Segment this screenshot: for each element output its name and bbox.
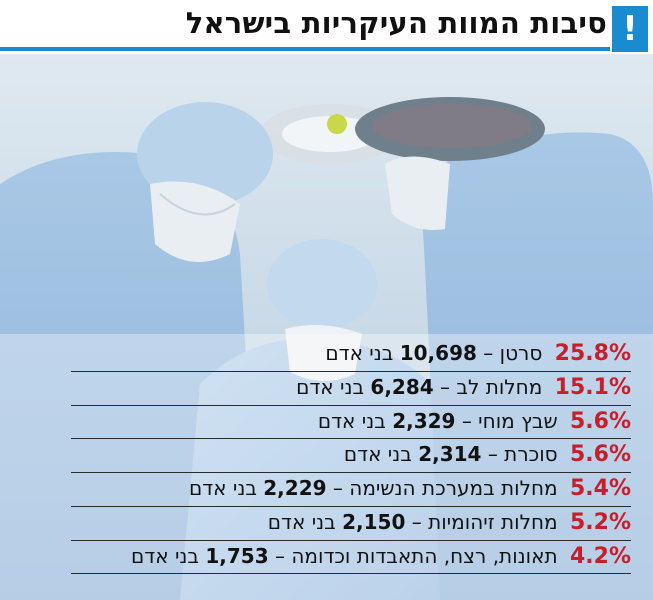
row-divider bbox=[71, 573, 631, 574]
unit-label: בני אדם bbox=[317, 409, 386, 433]
row-divider bbox=[71, 472, 631, 473]
percent-value: 25.8% bbox=[554, 341, 631, 366]
header-rule bbox=[0, 47, 610, 51]
cause-label: תאונות, רצח, התאבדות וכדומה – bbox=[274, 544, 558, 568]
count-value: 1,753 bbox=[205, 544, 269, 568]
count-value: 2,229 bbox=[263, 476, 327, 500]
table-row: 25.8% סרטן – 10,698 בני אדם bbox=[71, 337, 631, 370]
percent-value: 5.2% bbox=[569, 510, 631, 535]
cause-label: סרטן – bbox=[483, 341, 543, 365]
count-value: 6,284 bbox=[370, 375, 434, 399]
stats-table: 25.8% סרטן – 10,698 בני אדם 15.1% מחלות … bbox=[0, 337, 653, 600]
unit-label: בני אדם bbox=[296, 375, 365, 399]
cause-label: מחלות לב – bbox=[440, 375, 543, 399]
percent-value: 15.1% bbox=[554, 375, 631, 400]
header-bar: סיבות המוות העיקריות בישראל bbox=[0, 0, 653, 52]
cause-label: שבץ מוחי – bbox=[461, 409, 558, 433]
count-value: 2,314 bbox=[418, 442, 482, 466]
percent-value: 5.6% bbox=[569, 442, 631, 467]
unit-label: בני אדם bbox=[188, 476, 257, 500]
unit-label: בני אדם bbox=[131, 544, 199, 568]
table-row: 5.6% שבץ מוחי – 2,329 בני אדם bbox=[71, 405, 631, 438]
surgeons-photo bbox=[0, 54, 653, 600]
row-divider bbox=[71, 371, 631, 372]
count-value: 10,698 bbox=[399, 341, 477, 365]
row-divider bbox=[71, 438, 631, 439]
table-row: 5.4% מחלות במערכת הנשימה – 2,229 בני אדם bbox=[71, 472, 631, 505]
chart-title: סיבות המוות העיקריות בישראל bbox=[185, 6, 607, 40]
table-row: 5.6% סוכרת – 2,314 בני אדם bbox=[71, 438, 631, 471]
percent-value: 5.4% bbox=[569, 476, 631, 501]
unit-label: בני אדם bbox=[325, 341, 394, 365]
unit-label: בני אדם bbox=[343, 442, 412, 466]
row-divider bbox=[71, 506, 631, 507]
unit-label: בני אדם bbox=[267, 510, 336, 534]
cause-label: סוכרת – bbox=[487, 442, 558, 466]
alert-badge: ! bbox=[612, 6, 648, 52]
surgeons-illustration bbox=[0, 97, 653, 600]
row-divider bbox=[71, 405, 631, 406]
percent-value: 4.2% bbox=[569, 544, 631, 569]
table-row: 15.1% מחלות לב – 6,284 בני אדם bbox=[71, 371, 631, 404]
exclamation-icon: ! bbox=[622, 9, 638, 49]
cause-label: מחלות זיהומיות – bbox=[411, 510, 558, 534]
table-row: 5.2% מחלות זיהומיות – 2,150 בני אדם bbox=[71, 506, 631, 539]
count-value: 2,150 bbox=[342, 510, 406, 534]
row-divider bbox=[71, 540, 631, 541]
count-value: 2,329 bbox=[392, 409, 456, 433]
cause-label: מחלות במערכת הנשימה – bbox=[332, 476, 558, 500]
percent-value: 5.6% bbox=[569, 409, 631, 434]
table-row: 4.2% תאונות, רצח, התאבדות וכדומה – 1,753… bbox=[71, 540, 631, 573]
